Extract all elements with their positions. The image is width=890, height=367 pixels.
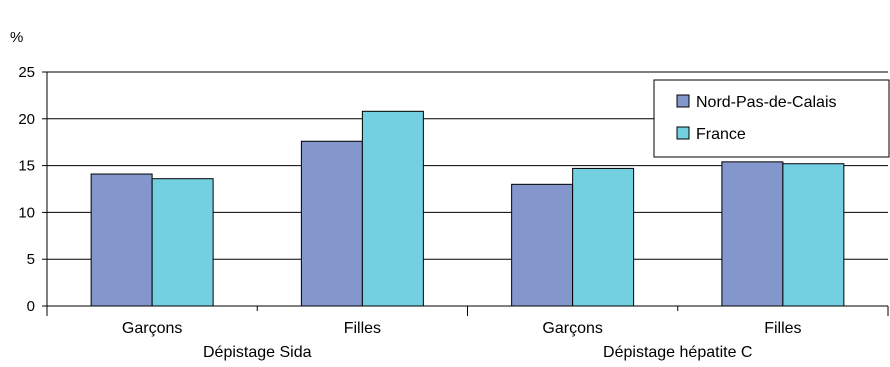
legend-label: France — [696, 126, 746, 143]
x-category-label: Filles — [344, 320, 381, 337]
x-category-label: Filles — [764, 320, 801, 337]
legend-swatch — [676, 126, 690, 140]
bars — [90, 110, 845, 307]
bar — [721, 161, 784, 307]
bar — [361, 110, 424, 307]
y-tick-label: 5 — [27, 251, 35, 268]
x-group-label: Dépistage Sida — [203, 344, 312, 361]
x-category-label: Garçons — [122, 320, 182, 337]
x-category-labels: Garçons Filles Garçons Filles Dépistage Sida… — [122, 320, 802, 361]
legend-box — [653, 79, 890, 158]
bar — [90, 173, 153, 307]
y-tick-label: 20 — [18, 111, 35, 128]
y-axis-unit-label: % — [10, 29, 23, 46]
legend: Nord-Pas-de-Calais France — [653, 79, 890, 158]
legend-swatch — [676, 94, 690, 108]
y-tick-label: 10 — [18, 204, 35, 221]
x-group-label: Dépistage hépatite C — [603, 344, 752, 361]
bar — [511, 183, 574, 307]
axes — [42, 71, 889, 316]
x-category-label: Garçons — [542, 320, 602, 337]
y-tick-label: 0 — [27, 298, 35, 315]
bar — [300, 140, 363, 307]
bar — [572, 167, 635, 307]
y-tick-label: 25 — [18, 64, 35, 81]
y-tick-label: 15 — [18, 158, 35, 175]
legend-label: Nord-Pas-de-Calais — [696, 94, 837, 111]
bar — [782, 163, 845, 307]
bar — [151, 178, 214, 307]
y-tick-labels: 0 5 10 15 20 25 — [18, 64, 35, 315]
